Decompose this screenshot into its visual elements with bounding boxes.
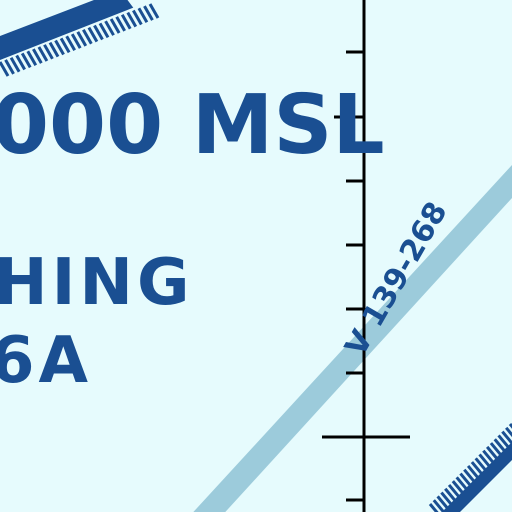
boundary-hatch-tick (493, 438, 506, 453)
boundary-hatch-tick (497, 434, 510, 449)
boundary-hatch-tick (126, 11, 138, 28)
boundary-hatch-tick (76, 31, 88, 47)
area-boundary-bottom (428, 423, 512, 512)
airway-band (193, 165, 512, 512)
area-name-label: HING (0, 246, 193, 320)
boundary-hatch-tick (137, 7, 149, 24)
boundary-hatch-tick (20, 52, 32, 69)
boundary-hatch-tick (87, 26, 99, 43)
boundary-hatch-tick (132, 9, 143, 26)
boundary-hatch-tick (43, 44, 54, 60)
boundary-hatch-tick (440, 491, 453, 506)
boundary-hatch-tick (70, 33, 82, 49)
boundary-hatch-tick (463, 468, 476, 483)
boundary-hatch-tick (478, 453, 491, 468)
boundary-hatch-tick (65, 35, 76, 51)
boundary-hatch-tick (432, 499, 445, 512)
boundary-hatch-tick (148, 3, 160, 19)
boundary-hatch-tick (98, 22, 110, 39)
boundary-hatch-tick (505, 426, 512, 438)
boundary-hatch-tick (120, 13, 132, 30)
boundary-hatch-tick (26, 50, 38, 67)
boundary-hatch-tick (115, 16, 126, 32)
boundary-hatch-tick (436, 495, 449, 510)
area-boundary-top (0, 0, 160, 78)
boundary-hatch-tick (82, 29, 93, 45)
boundary-hatch-tick (482, 449, 495, 464)
boundary-hatch-tick (54, 39, 65, 56)
boundary-hatch-tick (93, 24, 104, 41)
boundary-hatch-tick (447, 483, 461, 498)
meridian-tick-line (322, 0, 410, 512)
boundary-hatch-tick (489, 442, 503, 457)
boundary-hatch-tick (466, 464, 480, 479)
boundary-hatch-tick (4, 59, 15, 75)
boundary-hatch-tick (109, 18, 121, 34)
boundary-hatch-tick (37, 46, 49, 62)
boundary-hatch-tick (48, 41, 60, 58)
boundary-hatch-tick (444, 487, 457, 502)
boundary-hatch-tick (428, 503, 439, 512)
boundary-hatch-tick (485, 445, 499, 460)
boundary-hatch-tick (451, 480, 465, 495)
boundary-hatch-tick (474, 457, 487, 472)
boundary-hatch-tick (455, 476, 468, 491)
boundary-hatch-tick (15, 54, 26, 71)
boundary-hatch-tick (470, 461, 484, 476)
boundary-hatch-tick (32, 48, 43, 64)
area-id-label: 6A (0, 324, 92, 398)
boundary-hatch-tick (501, 430, 512, 445)
altitude-label: 000 MSL (0, 78, 385, 173)
boundary-hatch-tick (104, 20, 115, 36)
boundary-hatch-tick (59, 37, 71, 54)
boundary-hatch-tick (143, 5, 154, 21)
boundary-hatch-tick (459, 472, 472, 487)
boundary-hatch-tick (0, 61, 10, 77)
boundary-hatch-tick (9, 56, 21, 73)
